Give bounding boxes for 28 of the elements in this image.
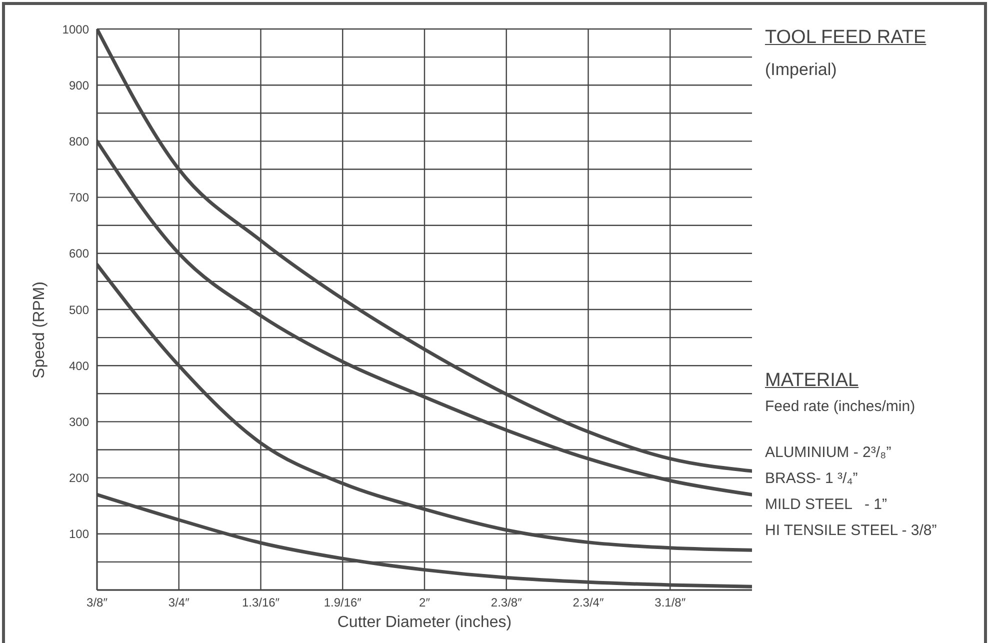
x-tick-label: 2.3/4″ [572,596,604,610]
x-axis-title: Cutter Diameter (inches) [337,614,512,631]
legend-title: MATERIAL [765,370,859,391]
y-tick-label: 300 [68,414,90,429]
series-label: ALUMINIUM - 2³/₈” [765,444,892,460]
y-tick-label: 1000 [62,22,90,36]
y-tick-label: 400 [68,358,90,373]
text: MILD STEEL - 1” [765,496,887,512]
text: TOOL FEED RATE [765,27,926,48]
y-tick-label: 500 [68,302,90,317]
series-label: BRASS- 1 ³/₄” [765,470,858,486]
x-tick-label: 2.3/8″ [490,596,523,610]
text: HI TENSILE STEEL - 3/8” [765,522,937,538]
x-tick-label: 1.9/16″ [324,596,362,610]
x-tick-label: 1.3/16″ [242,596,280,610]
x-tick-label: 3/8″ [86,596,108,610]
y-tick-label: 800 [68,134,90,148]
y-tick-label: 100 [68,527,90,542]
y-tick-label: 700 [68,190,90,205]
y-tick-label: 600 [68,246,90,261]
x-tick-label: 2″ [419,596,431,610]
y-tick-label: 900 [68,78,90,92]
x-tick-label: 3/4″ [168,596,190,610]
x-tick-label: 3.1/8″ [654,596,686,610]
y-tick-label: 200 [68,471,90,486]
y-axis-title: Speed (RPM) [31,282,48,378]
text: Feed rate (inches/min) [765,398,916,415]
text: (Imperial) [765,60,837,79]
